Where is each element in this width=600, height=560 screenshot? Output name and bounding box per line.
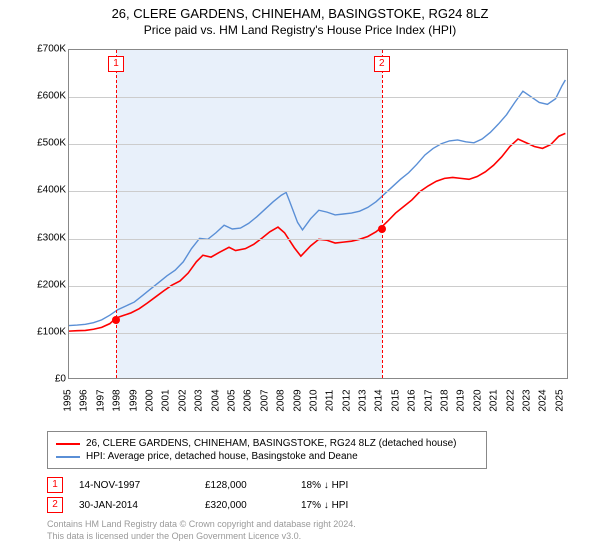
x-tick-label: 2015 [390, 389, 401, 411]
x-tick-label: 2004 [210, 389, 221, 411]
y-tick-label: £0 [20, 374, 66, 385]
x-tick-label: 2016 [407, 389, 418, 411]
legend-item: 26, CLERE GARDENS, CHINEHAM, BASINGSTOKE… [56, 438, 478, 449]
sale-point-dot [112, 316, 120, 324]
sale-row-marker: 2 [47, 497, 63, 513]
sale-row-date: 14-NOV-1997 [79, 480, 189, 491]
y-tick-label: £400K [20, 185, 66, 196]
event-marker-label: 2 [374, 56, 390, 72]
y-tick-label: £100K [20, 326, 66, 337]
sale-row-hpi: 17% ↓ HPI [301, 500, 391, 511]
x-tick-label: 2005 [226, 389, 237, 411]
legend: 26, CLERE GARDENS, CHINEHAM, BASINGSTOKE… [47, 431, 487, 469]
legend-label: 26, CLERE GARDENS, CHINEHAM, BASINGSTOKE… [86, 438, 457, 449]
x-tick-label: 1998 [112, 389, 123, 411]
gridline [69, 239, 567, 240]
x-tick-label: 2014 [374, 389, 385, 411]
x-tick-label: 2000 [144, 389, 155, 411]
gridline [69, 333, 567, 334]
sale-row-hpi: 18% ↓ HPI [301, 480, 391, 491]
x-tick-label: 2010 [308, 389, 319, 411]
sale-events: 1 14-NOV-1997 £128,000 18% ↓ HPI 2 30-JAN-201… [47, 477, 600, 513]
x-tick-label: 2019 [456, 389, 467, 411]
x-tick-label: 2001 [161, 389, 172, 411]
x-tick-label: 2025 [554, 389, 565, 411]
sale-row-price: £320,000 [205, 500, 285, 511]
x-tick-label: 2018 [440, 389, 451, 411]
legend-swatch [56, 456, 80, 458]
y-tick-label: £600K [20, 91, 66, 102]
gridline [69, 97, 567, 98]
event-marker-label: 1 [108, 56, 124, 72]
x-tick-label: 2009 [292, 389, 303, 411]
chart: 12 £0£100K£200K£300K£400K£500K£600K£700K… [18, 43, 578, 423]
x-tick-label: 1995 [63, 389, 74, 411]
chart-svg [69, 50, 567, 378]
legend-item: HPI: Average price, detached house, Basi… [56, 451, 478, 462]
y-tick-label: £700K [20, 44, 66, 55]
sale-point-dot [378, 225, 386, 233]
gridline [69, 191, 567, 192]
footer-line2: This data is licensed under the Open Gov… [47, 531, 600, 543]
sale-row: 2 30-JAN-2014 £320,000 17% ↓ HPI [47, 497, 600, 513]
title-address: 26, CLERE GARDENS, CHINEHAM, BASINGSTOKE… [0, 6, 600, 21]
sale-row-price: £128,000 [205, 480, 285, 491]
series-hpi [69, 80, 565, 326]
series-property [69, 133, 565, 331]
gridline [69, 144, 567, 145]
x-tick-label: 2006 [243, 389, 254, 411]
x-tick-label: 2003 [194, 389, 205, 411]
x-tick-label: 2024 [538, 389, 549, 411]
x-tick-label: 1999 [128, 389, 139, 411]
y-tick-label: £200K [20, 279, 66, 290]
title-subtitle: Price paid vs. HM Land Registry's House … [0, 23, 600, 37]
event-marker-line [382, 50, 383, 378]
x-tick-label: 1997 [95, 389, 106, 411]
x-tick-label: 2022 [505, 389, 516, 411]
x-tick-label: 2013 [358, 389, 369, 411]
x-tick-label: 2017 [423, 389, 434, 411]
event-marker-line [116, 50, 117, 378]
x-tick-label: 2021 [489, 389, 500, 411]
x-tick-label: 2007 [259, 389, 270, 411]
sale-row-date: 30-JAN-2014 [79, 500, 189, 511]
plot-area: 12 [68, 49, 568, 379]
gridline [69, 286, 567, 287]
legend-swatch [56, 443, 80, 445]
y-tick-label: £300K [20, 232, 66, 243]
legend-label: HPI: Average price, detached house, Basi… [86, 451, 358, 462]
x-tick-label: 2012 [341, 389, 352, 411]
x-tick-label: 2011 [325, 390, 336, 412]
x-tick-label: 2002 [177, 389, 188, 411]
x-tick-label: 2020 [472, 389, 483, 411]
x-tick-label: 1996 [79, 389, 90, 411]
footer: Contains HM Land Registry data © Crown c… [47, 519, 600, 542]
x-tick-label: 2008 [276, 389, 287, 411]
y-tick-label: £500K [20, 138, 66, 149]
x-tick-label: 2023 [522, 389, 533, 411]
footer-line1: Contains HM Land Registry data © Crown c… [47, 519, 600, 531]
sale-row: 1 14-NOV-1997 £128,000 18% ↓ HPI [47, 477, 600, 493]
sale-row-marker: 1 [47, 477, 63, 493]
